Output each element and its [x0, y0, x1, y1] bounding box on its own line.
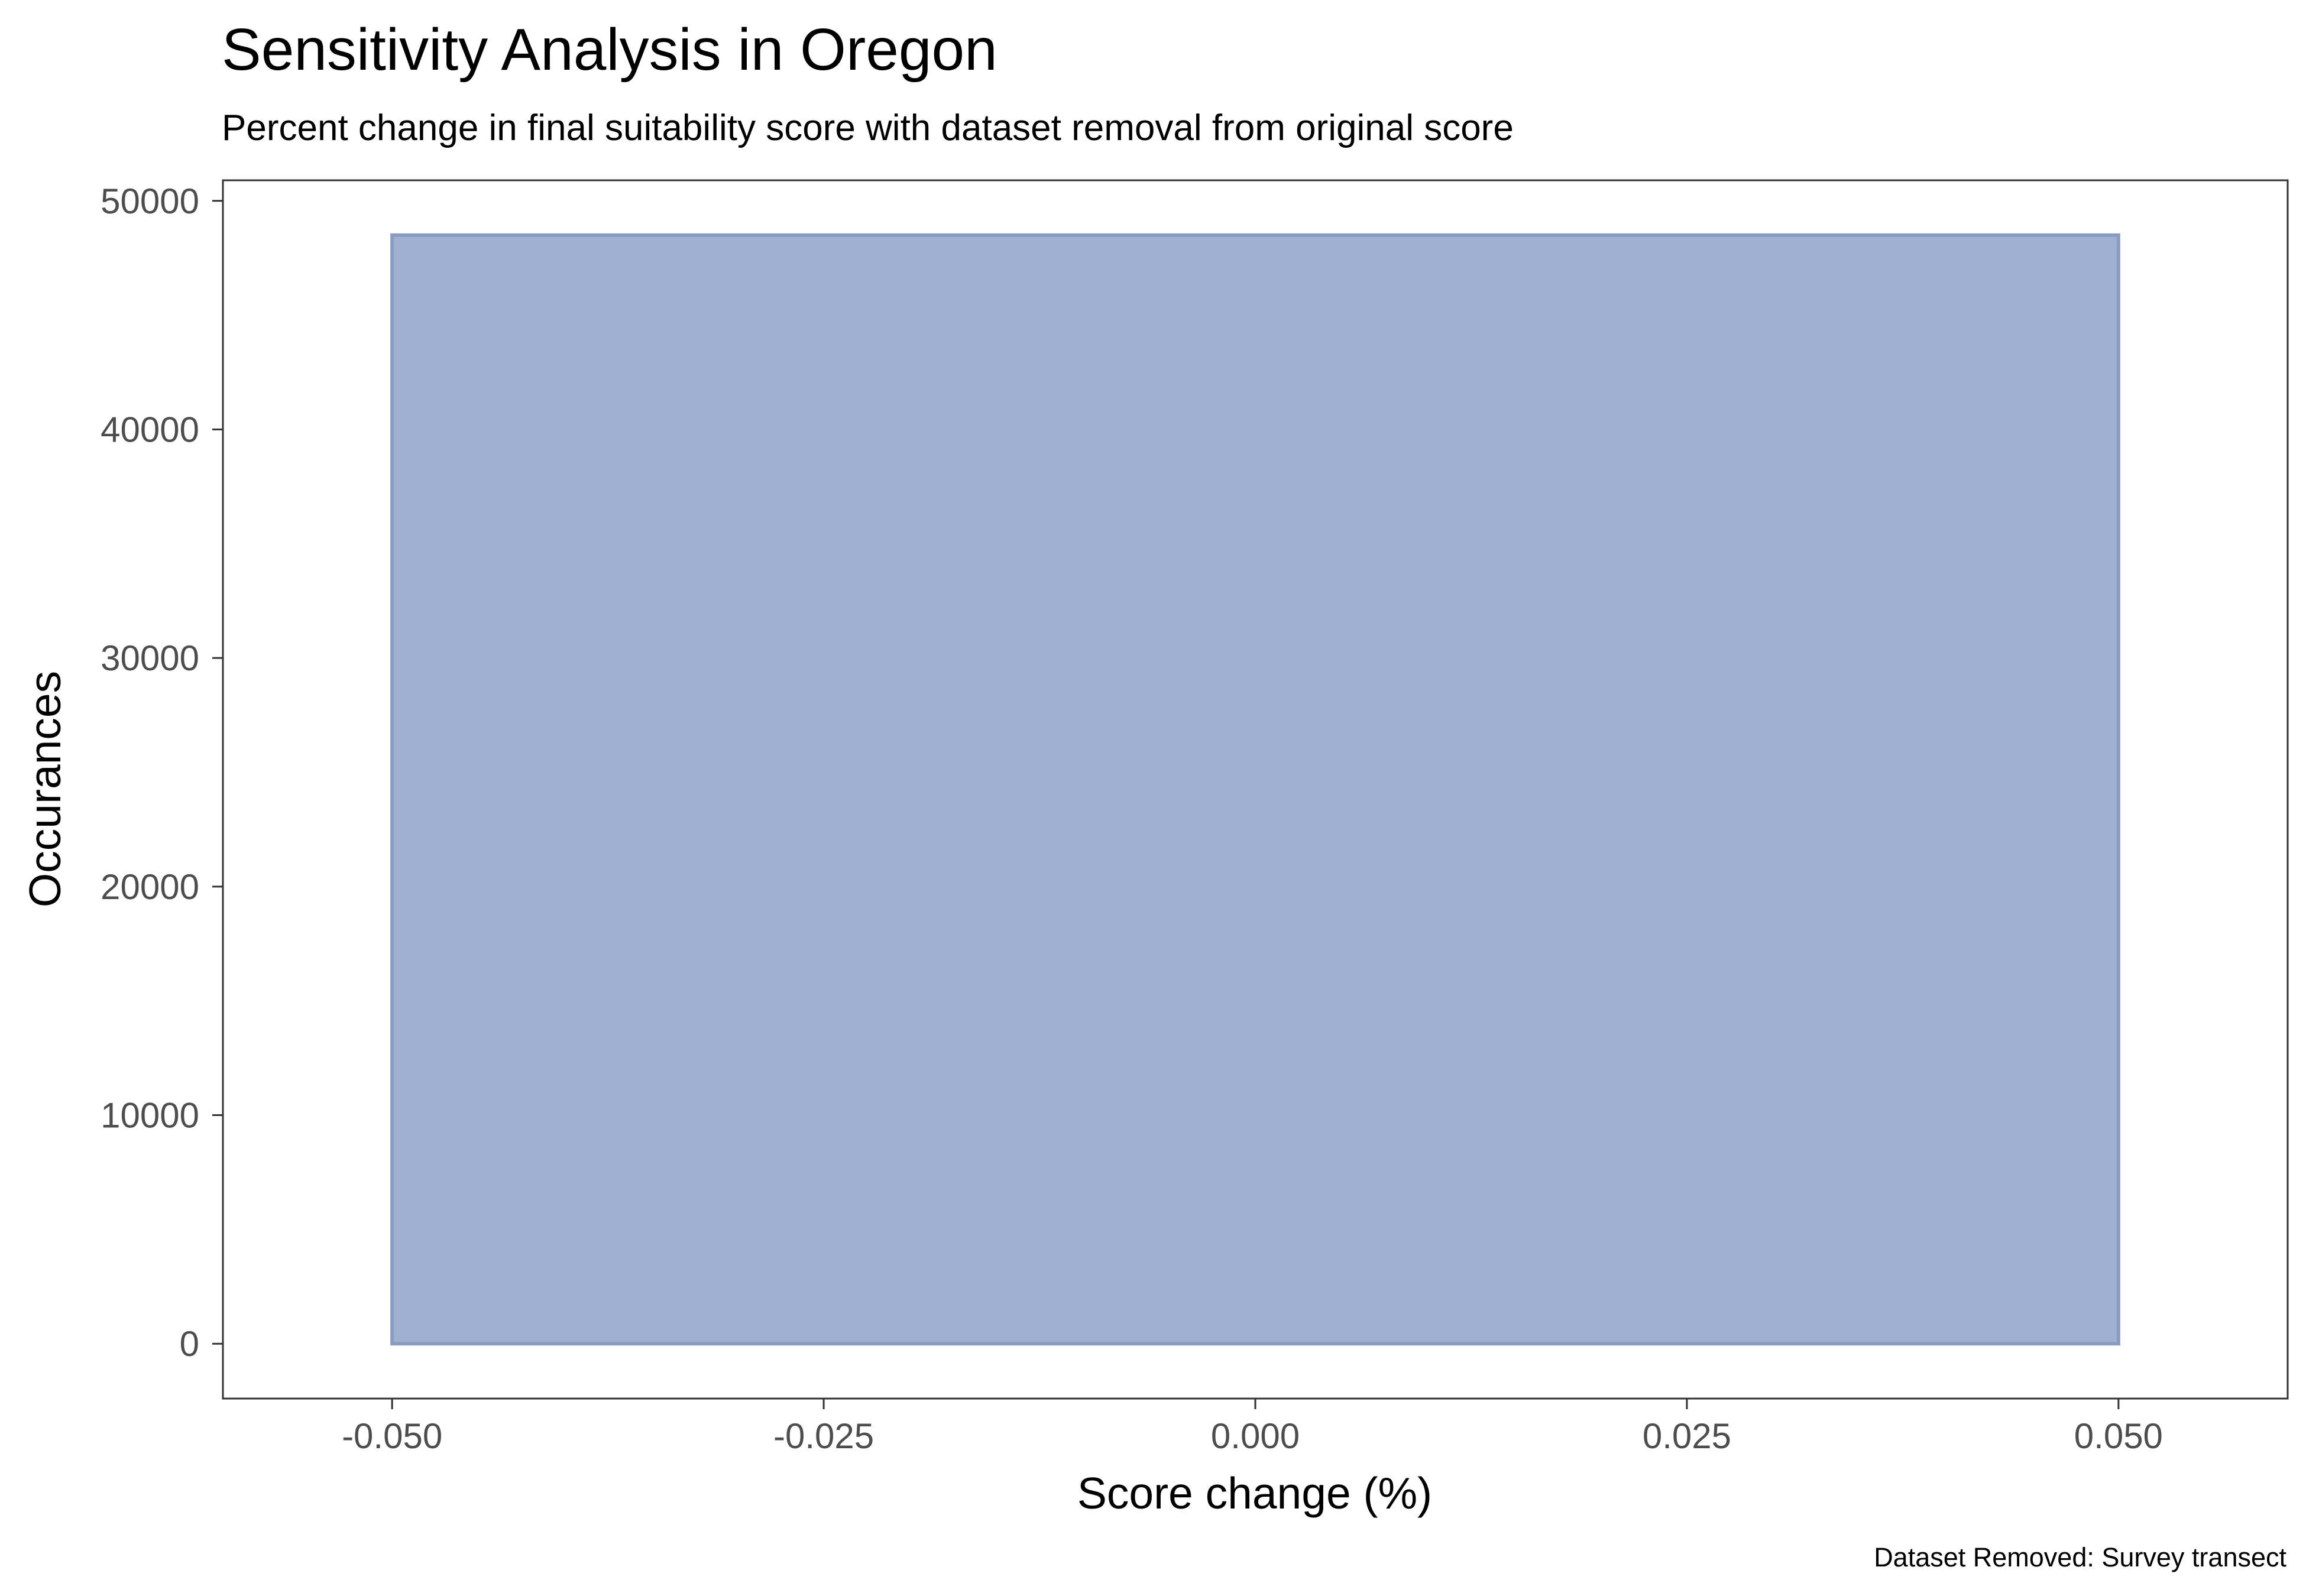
bars	[390, 233, 2120, 1346]
x-tick-label: 0.025	[1643, 1416, 1731, 1456]
y-tick-label: 10000	[101, 1096, 199, 1136]
x-tick-label: 0.000	[1211, 1416, 1300, 1456]
histogram-bar	[390, 233, 2120, 1346]
x-tick-label: 0.050	[2074, 1416, 2163, 1456]
x-axis: -0.050 -0.025 0.000 0.025 0.050	[342, 1399, 2163, 1456]
y-axis: 0 10000 20000 30000 40000 50000	[101, 181, 223, 1364]
chart-subtitle: Percent change in final suitability scor…	[222, 108, 1514, 148]
caption: Dataset Removed: Survey transect	[1874, 1542, 2286, 1572]
x-axis-label: Score change (%)	[1077, 1468, 1432, 1518]
y-tick-label: 50000	[101, 181, 199, 221]
chart-title: Sensitivity Analysis in Oregon	[222, 17, 997, 83]
y-axis-label: Occurances	[20, 671, 70, 907]
x-tick-label: -0.025	[773, 1416, 874, 1456]
y-tick-label: 40000	[101, 410, 199, 449]
y-tick-label: 0	[180, 1324, 199, 1364]
x-tick-label: -0.050	[342, 1416, 442, 1456]
y-tick-label: 30000	[101, 638, 199, 678]
y-tick-label: 20000	[101, 867, 199, 907]
